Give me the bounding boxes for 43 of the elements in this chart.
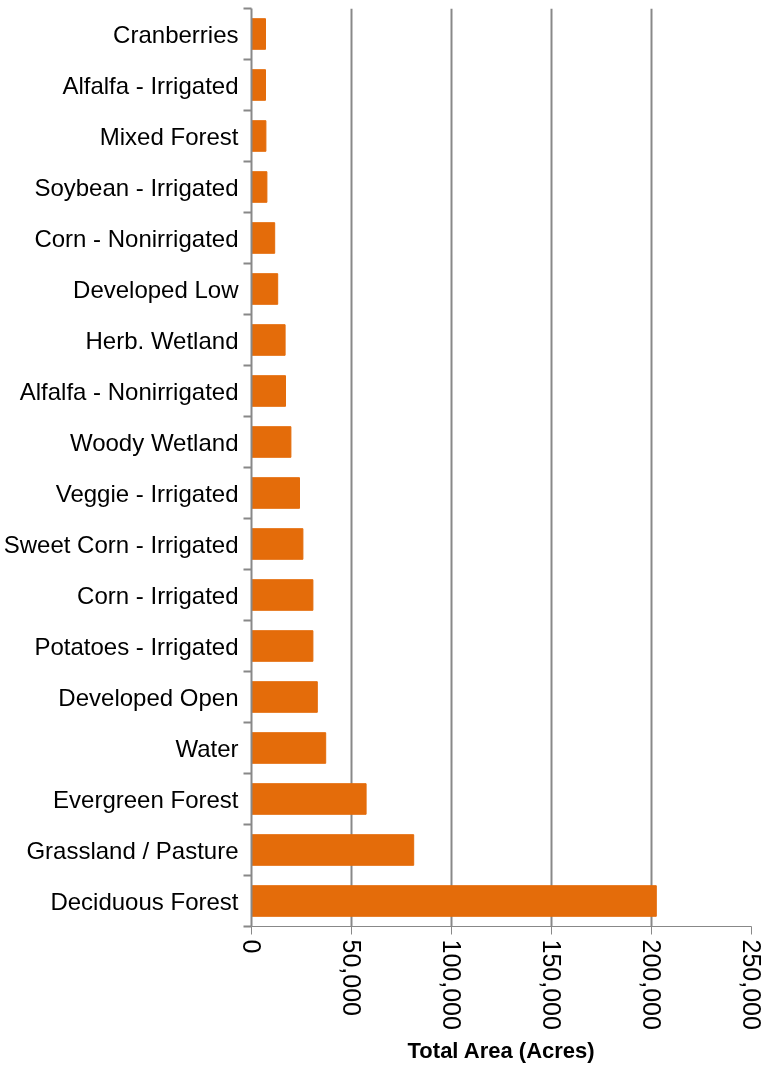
x-tick-label: 200,000 <box>637 939 666 1030</box>
bar <box>251 630 314 662</box>
y-tick-label: Herb. Wetland <box>85 326 239 354</box>
bar <box>251 324 286 356</box>
y-tick-label: Corn - Nonirrigated <box>34 224 239 252</box>
bar <box>251 69 266 101</box>
bar <box>251 426 292 458</box>
y-tick-label: Veggie - Irrigated <box>55 479 239 507</box>
y-tick-label: Deciduous Forest <box>50 887 239 915</box>
bar <box>251 885 657 917</box>
bar <box>251 18 266 50</box>
y-tick-label: Water <box>175 734 239 762</box>
y-tick-label: Developed Open <box>58 683 239 711</box>
y-tick-label: Alfalfa - Nonirrigated <box>19 377 239 405</box>
y-tick-label: Sweet Corn - Irrigated <box>3 530 239 558</box>
bar <box>251 579 314 611</box>
y-tick-label: Evergreen Forest <box>53 785 239 813</box>
x-tick-label: 0 <box>237 939 266 954</box>
y-tick-label: Mixed Forest <box>99 122 239 150</box>
y-tick-label: Grassland / Pasture <box>26 836 239 864</box>
bar <box>251 834 415 866</box>
bar <box>251 171 268 203</box>
bar <box>251 222 276 254</box>
bar <box>251 732 327 764</box>
y-tick-label: Soybean - Irrigated <box>34 173 239 201</box>
y-tick-label: Developed Low <box>73 275 240 303</box>
bar <box>251 120 267 152</box>
bar <box>251 681 318 713</box>
y-tick-label: Corn - Irrigated <box>77 581 239 609</box>
bar <box>251 528 304 560</box>
x-tick-label: 50,000 <box>337 939 366 1016</box>
bar <box>251 783 367 815</box>
y-tick-label: Woody Wetland <box>69 428 239 456</box>
bar <box>251 375 286 407</box>
x-axis-title: Total Area (Acres) <box>407 1037 595 1063</box>
x-tick-label: 150,000 <box>537 939 566 1030</box>
x-tick-label: 100,000 <box>437 939 466 1030</box>
x-tick-label: 250,000 <box>737 939 766 1030</box>
y-tick-label: Potatoes - Irrigated <box>34 632 239 660</box>
bar <box>251 477 300 509</box>
y-tick-label: Alfalfa - Irrigated <box>62 71 239 99</box>
y-tick-label: Cranberries <box>113 20 239 48</box>
bar <box>251 273 279 305</box>
